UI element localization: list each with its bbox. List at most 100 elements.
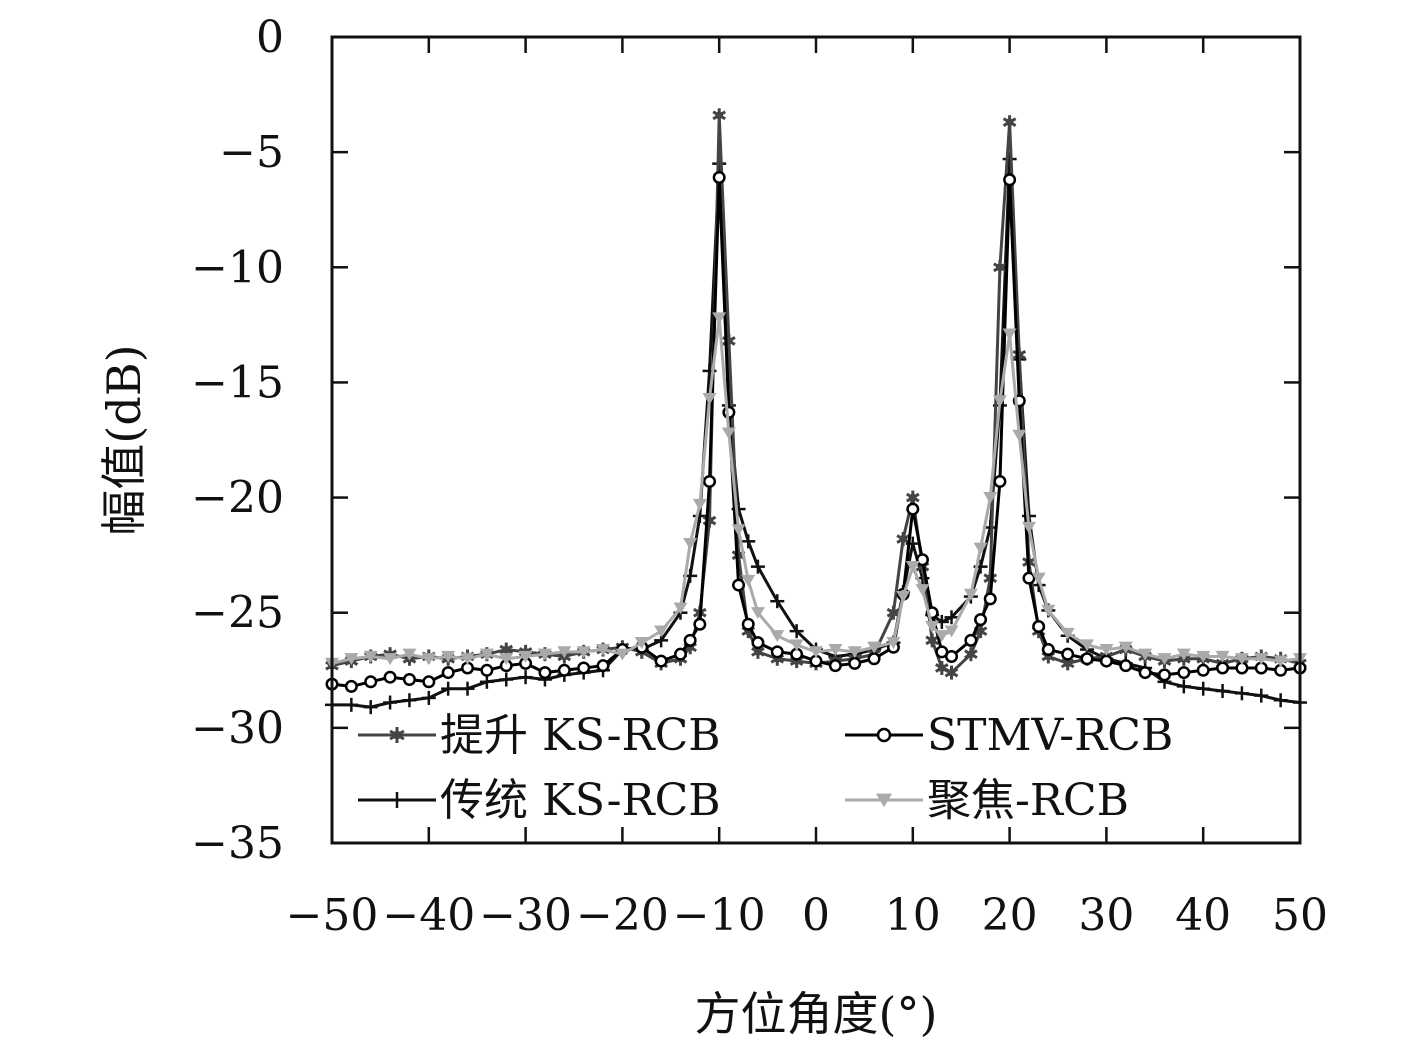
point <box>848 656 862 670</box>
point <box>1032 620 1046 634</box>
series-layer <box>325 108 1307 715</box>
point <box>1099 654 1113 668</box>
point <box>908 493 917 502</box>
point <box>402 672 416 686</box>
legend-label: STMV-RCB <box>927 710 1173 761</box>
point <box>383 653 398 666</box>
point <box>1138 648 1153 661</box>
legend-item: 传统 KS-RCB <box>358 775 721 826</box>
point <box>1254 653 1269 666</box>
point <box>721 427 736 440</box>
point <box>915 584 930 596</box>
point <box>1196 663 1210 677</box>
point <box>1157 668 1171 682</box>
point <box>1005 118 1014 127</box>
point <box>441 666 455 680</box>
legend-label: 聚焦-RCB <box>927 775 1129 826</box>
point <box>925 620 940 633</box>
point <box>928 636 937 645</box>
point <box>754 648 762 656</box>
point <box>344 653 359 666</box>
point <box>615 648 630 661</box>
series-line <box>331 113 1301 675</box>
point <box>596 659 610 673</box>
point <box>1041 643 1055 657</box>
point <box>1003 173 1017 187</box>
point <box>732 578 746 592</box>
series-1 <box>325 170 1307 693</box>
legend-label: 传统 KS-RCB <box>440 775 721 826</box>
point <box>557 663 571 677</box>
point <box>1012 429 1027 442</box>
point <box>557 646 572 659</box>
point <box>828 659 842 673</box>
y-tick-label: −5 <box>219 127 284 178</box>
point <box>1099 643 1114 656</box>
point <box>741 617 755 631</box>
point <box>1063 659 1072 668</box>
point <box>996 263 1004 272</box>
y-tick-label: −20 <box>191 473 284 524</box>
series-3 <box>325 312 1307 670</box>
point <box>518 650 533 663</box>
y-axis: 0 −5 −10 −15 −20 −25 −30 −35 <box>191 12 1300 869</box>
point <box>899 535 907 543</box>
point <box>383 670 397 684</box>
point <box>983 491 998 504</box>
point <box>937 664 946 672</box>
point <box>1138 666 1152 680</box>
point <box>983 592 997 606</box>
point <box>867 641 882 654</box>
point <box>673 647 687 661</box>
point <box>1119 659 1133 673</box>
series-line <box>331 316 1301 665</box>
point <box>789 639 804 652</box>
point <box>809 646 823 659</box>
point <box>976 627 985 635</box>
point <box>934 630 949 643</box>
legend-item: STMV-RCB <box>845 710 1173 761</box>
point <box>421 653 436 666</box>
series-line <box>331 175 1301 688</box>
point <box>1041 604 1056 617</box>
point <box>905 561 920 573</box>
point <box>715 111 724 120</box>
point <box>422 675 436 689</box>
x-tick-label: 40 <box>1175 890 1231 941</box>
point <box>712 170 726 184</box>
point <box>906 502 920 516</box>
point <box>460 653 475 666</box>
x-tick-label: −30 <box>479 890 572 941</box>
plot-area <box>325 35 1307 845</box>
point <box>693 617 707 631</box>
point <box>576 646 591 659</box>
point <box>654 654 668 668</box>
point <box>392 730 402 740</box>
point <box>1118 641 1133 654</box>
point <box>751 636 765 650</box>
x-axis: −50 −40 −30 −20 −10 0 10 20 30 40 50 <box>286 37 1328 941</box>
point <box>1021 521 1036 534</box>
point <box>703 474 717 488</box>
x-tick-label: 30 <box>1078 890 1134 941</box>
point <box>896 590 911 603</box>
point <box>945 649 959 663</box>
point <box>1176 648 1191 661</box>
point <box>1080 652 1094 666</box>
point <box>876 727 892 743</box>
point <box>363 650 378 663</box>
point <box>731 524 746 537</box>
point <box>634 637 649 649</box>
y-tick-label: −30 <box>191 703 284 754</box>
point <box>502 645 511 654</box>
point <box>1060 627 1075 640</box>
x-tick-label: 20 <box>982 890 1038 941</box>
point <box>741 574 756 587</box>
point <box>867 652 881 666</box>
point <box>499 653 514 666</box>
point <box>1215 650 1230 663</box>
point <box>692 498 707 511</box>
y-tick-label: −10 <box>191 242 284 293</box>
point <box>364 675 378 689</box>
